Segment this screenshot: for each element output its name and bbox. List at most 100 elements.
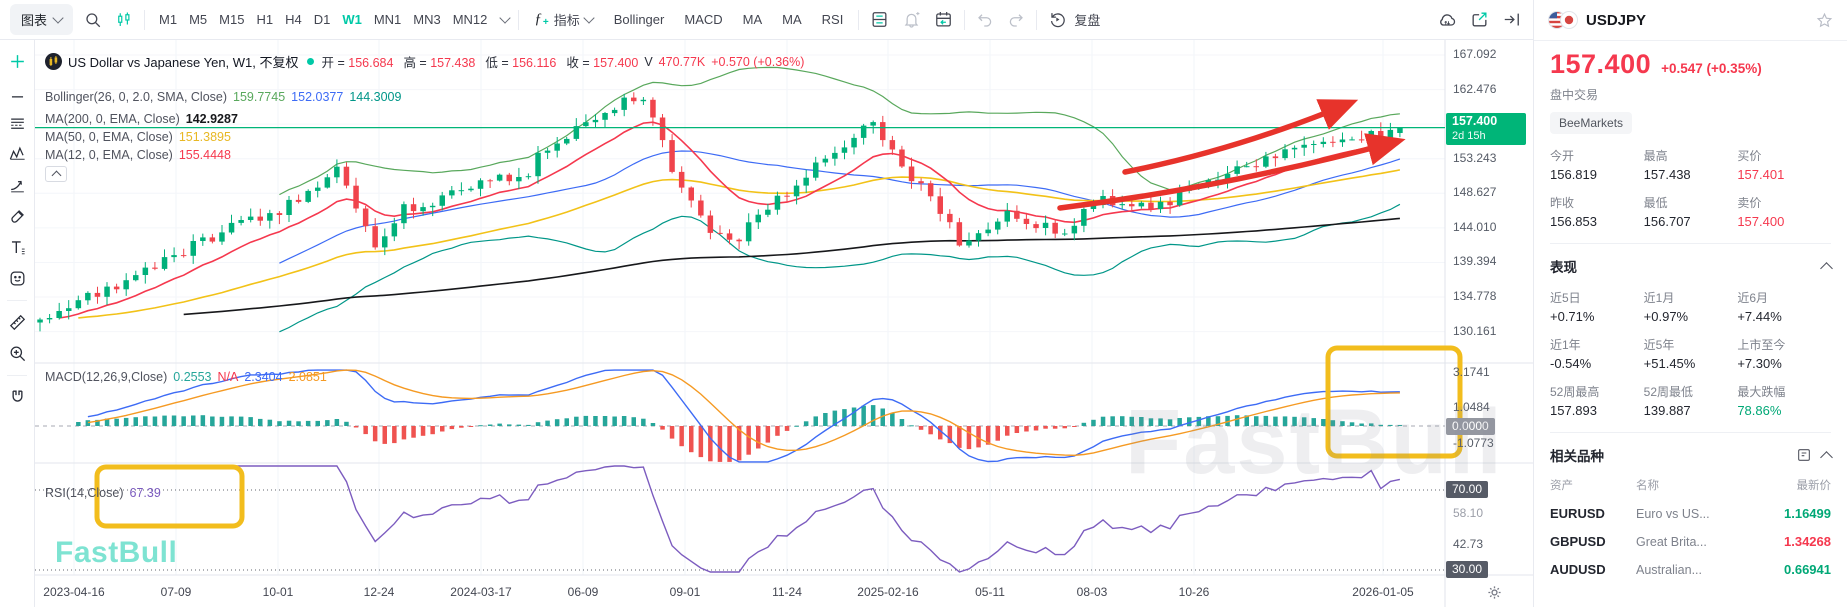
rsi-legend[interactable]: RSI(14,Close) 67.39 <box>45 486 161 500</box>
redo-icon[interactable] <box>1005 9 1027 31</box>
rsi-70-badge: 70.00 <box>1446 481 1489 498</box>
forecast-arrow-tool-icon[interactable] <box>8 176 27 195</box>
favorite-star-icon[interactable] <box>1816 12 1833 29</box>
pair-icon <box>45 53 62 70</box>
macd-signal-line <box>87 369 1400 457</box>
search-icon[interactable] <box>82 9 104 31</box>
magnet-tool-icon[interactable] <box>8 388 27 407</box>
chart-region[interactable]: US Dollar vs Japanese Yen, W1, 不复权 开 = 1… <box>35 40 1533 607</box>
crosshair-tool-icon[interactable] <box>8 52 27 71</box>
volume-value: 470.77K <box>658 54 706 69</box>
related-section-header[interactable]: 相关品种 <box>1550 445 1833 465</box>
indicator-shortcut-bollinger[interactable]: Bollinger <box>608 8 671 31</box>
timeframe-m5[interactable]: M5 <box>184 8 212 31</box>
divider <box>518 9 520 30</box>
ma12-legend[interactable]: MA(12, 0, EMA, Close) 155.4448 <box>45 148 231 162</box>
timeframe-h1[interactable]: H1 <box>251 8 278 31</box>
symbol-legend[interactable]: US Dollar vs Japanese Yen, W1, 不复权 开 = 1… <box>45 52 804 71</box>
chevron-up-icon[interactable] <box>1820 261 1833 275</box>
zoom-in-tool-icon[interactable] <box>8 344 27 363</box>
chart-canvas[interactable] <box>35 40 1533 607</box>
divider <box>858 9 860 30</box>
related-list-icon[interactable] <box>1796 447 1812 463</box>
performance-section-header[interactable]: 表现 <box>1550 256 1833 276</box>
timeframe-d1[interactable]: D1 <box>309 8 336 31</box>
timeframe-chevron-icon[interactable] <box>499 12 512 24</box>
layout-grid-icon[interactable] <box>868 8 891 31</box>
related-row[interactable]: EURUSD Euro vs US... 1.16499 <box>1550 506 1831 521</box>
replay-icon[interactable]: 复盘 <box>1046 8 1102 31</box>
trendline-tool-icon[interactable] <box>8 83 27 102</box>
performance-cell: 上市至今 +7.30% <box>1737 338 1786 371</box>
timeframe-w1[interactable]: W1 <box>337 8 367 31</box>
indicator-shortcut-rsi[interactable]: RSI <box>816 8 850 31</box>
price-tick-label: 134.778 <box>1453 289 1497 303</box>
quote-cell: 今开 156.819 <box>1550 149 1597 182</box>
divider <box>7 375 27 376</box>
related-row[interactable]: GBPUSD Great Brita... 1.34268 <box>1550 534 1831 549</box>
pattern-tool-icon[interactable] <box>8 145 27 164</box>
bollinger-lower-value: 144.3009 <box>349 90 402 104</box>
market-open-dot-icon <box>306 58 314 65</box>
macd-legend[interactable]: MACD(12,26,9,Close) 0.2553 N/A 2.3404 2.… <box>45 370 327 384</box>
ohlc-item: 收 = 157.400 <box>566 56 639 70</box>
price-tick-label: 167.092 <box>1453 47 1497 61</box>
timeframe-m1[interactable]: M1 <box>154 8 182 31</box>
last-price: 157.400 <box>1550 49 1652 79</box>
broker-chip[interactable]: BeeMarkets <box>1550 112 1633 134</box>
related-row[interactable]: AUDUSD Australian... 0.66941 <box>1550 562 1831 577</box>
bollinger-legend[interactable]: Bollinger(26, 0, 2.0, SMA, Close) 159.77… <box>45 90 402 104</box>
price-tick-label: 153.243 <box>1453 151 1497 165</box>
timeframe-h4[interactable]: H4 <box>280 8 307 31</box>
timeframe-mn12[interactable]: MN12 <box>448 8 493 31</box>
alert-bell-icon[interactable] <box>900 8 923 31</box>
macd-na-value: N/A <box>217 370 239 384</box>
timeframe-mn3[interactable]: MN3 <box>408 8 445 31</box>
text-tool-icon[interactable] <box>8 238 27 257</box>
share-icon[interactable] <box>1468 8 1491 31</box>
fib-lines-tool-icon[interactable] <box>8 114 27 133</box>
chart-menu-button[interactable]: 图表 <box>10 4 74 35</box>
settings-gear-icon[interactable] <box>1487 585 1502 605</box>
related-table-header: 资产 名称 最新价 <box>1550 477 1831 493</box>
collapse-legends-button[interactable] <box>45 166 67 182</box>
brush-tool-icon[interactable] <box>8 207 27 226</box>
chart-type-candle-icon[interactable] <box>113 9 135 31</box>
rsi-line <box>193 465 1401 573</box>
indicators-label: 指标 <box>553 13 580 28</box>
ma50-legend[interactable]: MA(50, 0, EMA, Close) 151.3895 <box>45 130 231 144</box>
indicator-shortcut-ma[interactable]: MA <box>737 8 769 31</box>
undo-icon[interactable] <box>974 9 996 31</box>
macd-tick-label: -1.0773 <box>1453 436 1494 450</box>
drawing-toolbar <box>0 40 35 607</box>
performance-cell: 近6月 +7.44% <box>1737 291 1782 324</box>
ohlc-item: 开 = 156.684 <box>321 56 394 70</box>
related-col-header: 资产 <box>1550 480 1573 492</box>
quote-grid: 今开 156.819 最高 157.438 买价 157.401 昨收 156.853 最低 15… <box>1550 147 1831 229</box>
quote-panel: USDJPY 157.400 +0.547 (+0.35%) 盘中交易 BeeM… <box>1533 0 1847 607</box>
indicator-shortcut-ma[interactable]: MA <box>776 8 808 31</box>
ruler-tool-icon[interactable] <box>8 313 27 332</box>
divider <box>964 9 966 30</box>
timeframe-m15[interactable]: M15 <box>214 8 249 31</box>
performance-cell: 52周最高 157.893 <box>1550 385 1600 418</box>
ma50-value: 151.3895 <box>178 130 231 144</box>
ma200-legend[interactable]: MA(200, 0, EMA, Close) 142.9287 <box>45 112 238 126</box>
symbol-header[interactable]: USDJPY <box>1534 0 1847 41</box>
timeframe-mn1[interactable]: MN1 <box>369 8 406 31</box>
macd-line <box>87 369 1400 463</box>
cloud-sync-icon[interactable] <box>1435 8 1459 32</box>
chevron-up-icon[interactable] <box>1820 450 1833 464</box>
indicators-button[interactable]: ƒ + 指标 <box>528 9 598 30</box>
divider <box>7 300 27 301</box>
annotations <box>94 99 1463 529</box>
indicator-shortcut-macd[interactable]: MACD <box>678 8 728 31</box>
economic-calendar-icon[interactable] <box>932 8 955 31</box>
pane-separators <box>35 40 1533 607</box>
timeframe-group: M1 M5 M15 H1 H4 D1 W1 MN1 MN3 MN12 <box>154 8 492 31</box>
emoji-tool-icon[interactable] <box>8 269 27 288</box>
price-tick-label: 130.161 <box>1453 324 1497 338</box>
collapse-panel-icon[interactable] <box>1500 8 1523 31</box>
related-rows: EURUSD Euro vs US... 1.16499 GBPUSD Great Br… <box>1550 506 1831 577</box>
quote-cell: 最低 156.707 <box>1643 196 1691 229</box>
